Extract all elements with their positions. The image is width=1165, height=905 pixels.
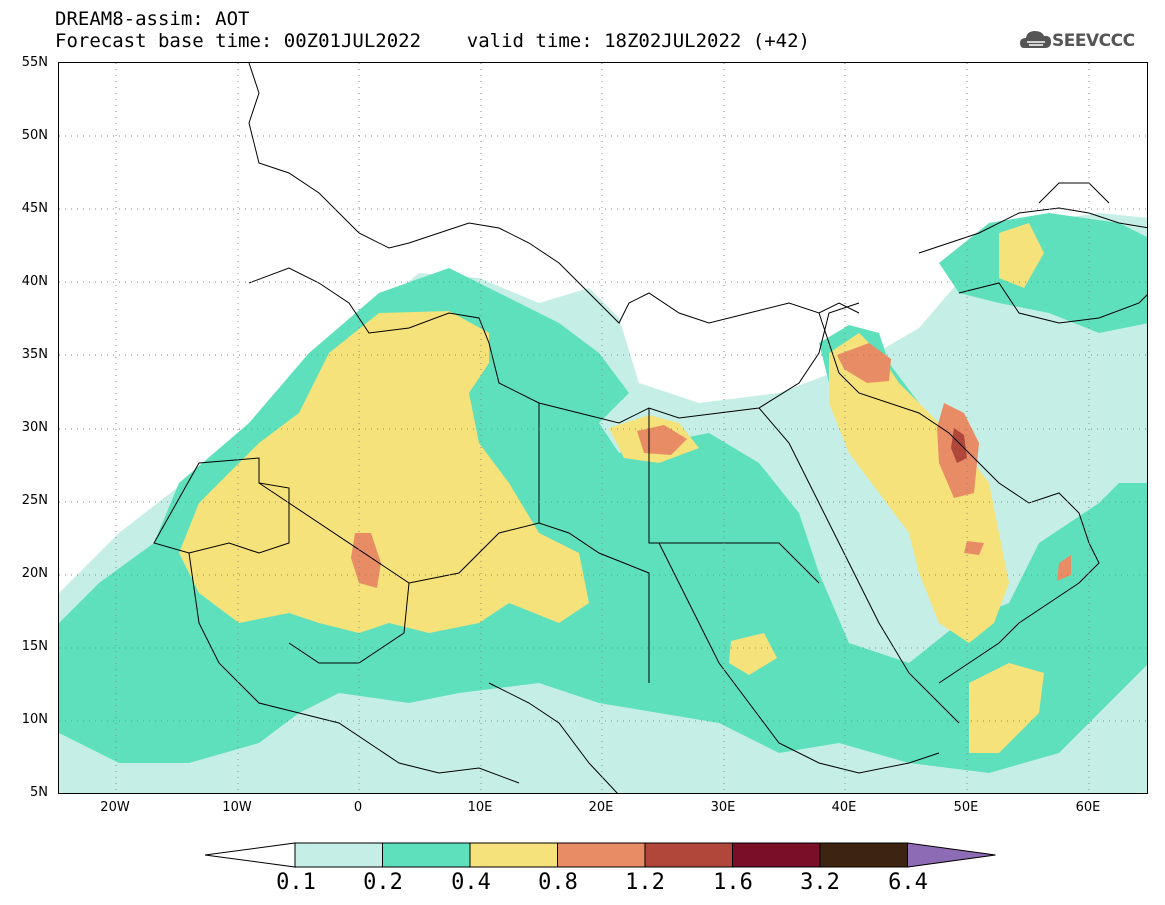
colorbar-max-arrow [907, 842, 996, 868]
colorbar-level: 6.4 [888, 870, 928, 895]
lon-label: 60E [1075, 800, 1101, 815]
colorbar-level: 0.8 [538, 870, 578, 895]
lon-label: 20W [100, 800, 130, 815]
colorbar-segment [382, 842, 471, 868]
colorbar-level: 0.4 [451, 870, 491, 895]
aot-band-1.2 [951, 428, 967, 463]
cloud-icon [1020, 31, 1051, 48]
lat-label: 5N [30, 785, 48, 800]
lon-label: 10W [222, 800, 252, 815]
colorbar-level: 0.2 [363, 870, 403, 895]
aot-map [58, 62, 1148, 794]
forecast-times: Forecast base time: 00Z01JUL2022 valid t… [55, 30, 810, 52]
lon-label: 40E [831, 800, 857, 815]
lat-label: 10N [21, 712, 48, 727]
colorbar-level: 1.2 [625, 870, 665, 895]
colorbar-segment [469, 842, 558, 868]
lon-label: 10E [467, 800, 493, 815]
aot-band-0.4 [179, 223, 1044, 753]
colorbar-level: 0.1 [276, 870, 316, 895]
graticule [59, 63, 1147, 793]
colorbar-level: 1.6 [713, 870, 753, 895]
lat-label: 55N [21, 55, 48, 70]
lon-label: 0 [353, 800, 363, 815]
map-title: DREAM8-assim: AOT [55, 8, 250, 30]
colorbar-segment [644, 842, 733, 868]
logo-text: SEEVCCC [1052, 31, 1135, 51]
lat-label: 45N [21, 201, 48, 216]
lat-label: 50N [21, 128, 48, 143]
colorbar [205, 842, 996, 868]
colorbar-segment [819, 842, 908, 868]
lon-label: 30E [710, 800, 736, 815]
lon-label: 50E [953, 800, 979, 815]
colorbar-level: 3.2 [800, 870, 840, 895]
lat-label: 15N [21, 639, 48, 654]
colorbar-segment [557, 842, 646, 868]
colorbar-segment [294, 842, 383, 868]
lat-label: 25N [21, 493, 48, 508]
colorbar-min-arrow [205, 842, 296, 868]
lat-label: 30N [21, 420, 48, 435]
lat-label: 35N [21, 347, 48, 362]
colorbar-segment [732, 842, 821, 868]
lat-label: 20N [21, 566, 48, 581]
lat-label: 40N [21, 274, 48, 289]
lon-label: 20E [588, 800, 614, 815]
country-borders [153, 63, 1147, 793]
